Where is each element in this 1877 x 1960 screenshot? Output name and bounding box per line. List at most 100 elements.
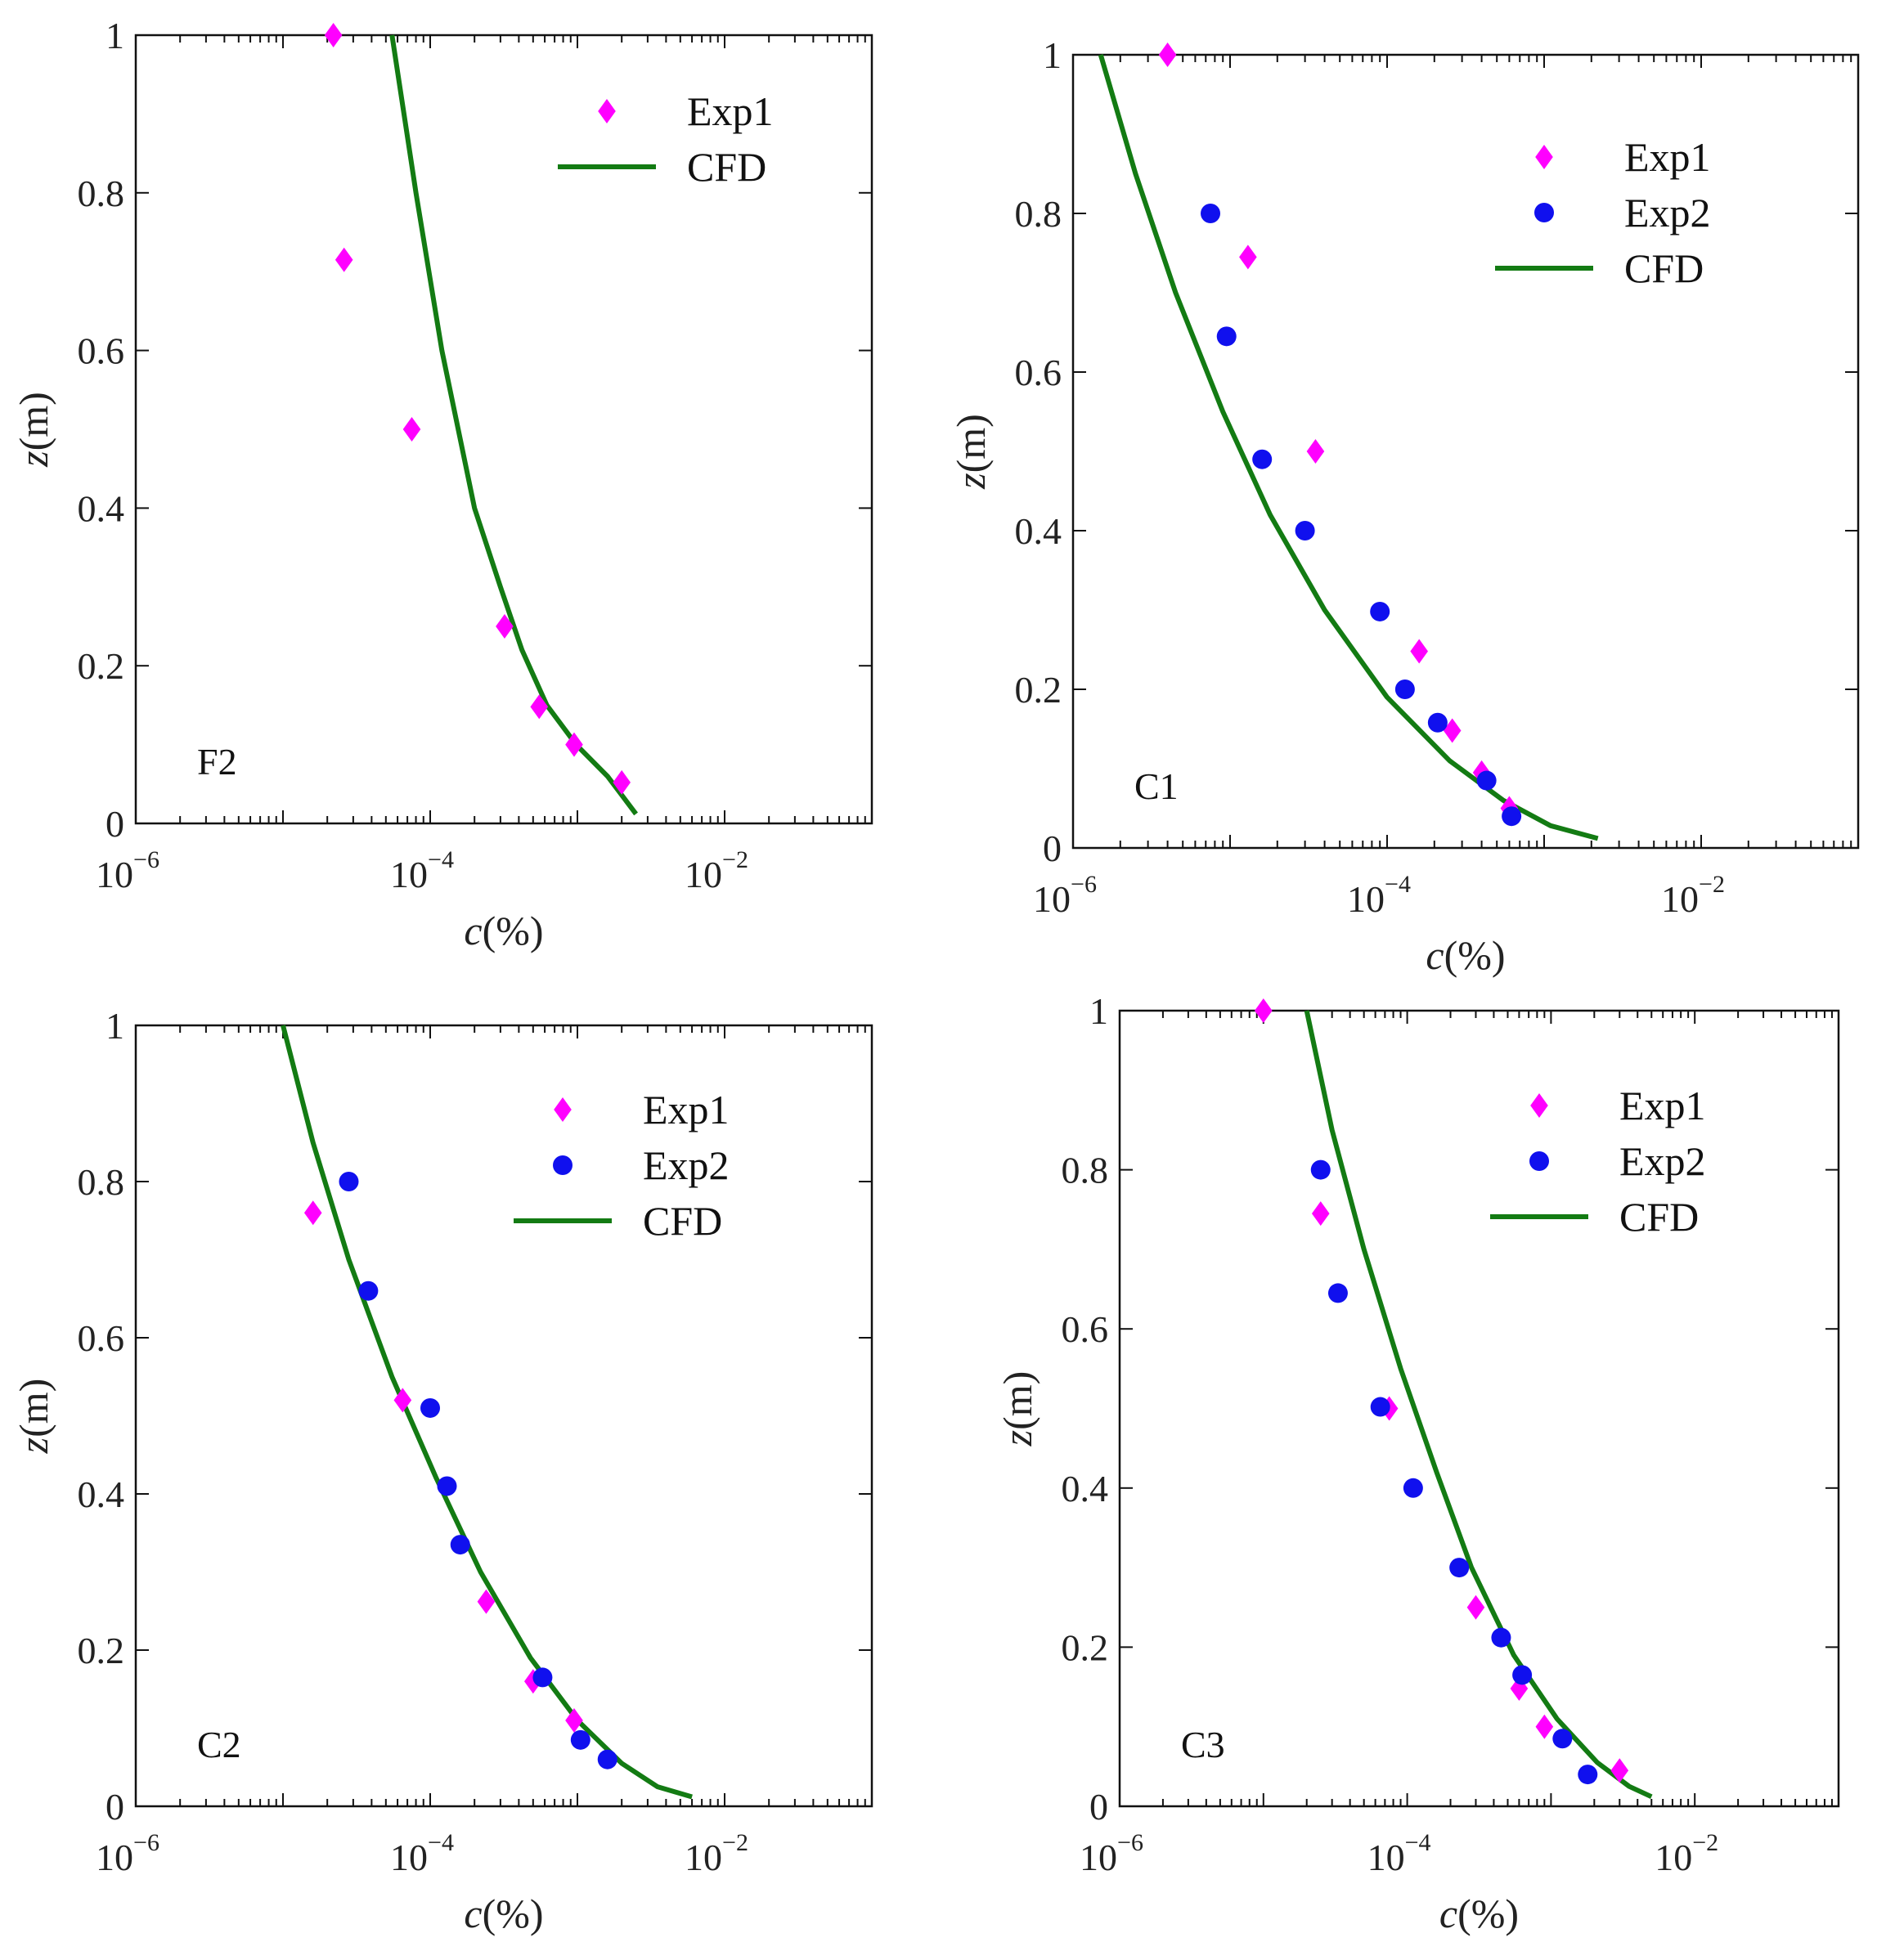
cfd-line [389,34,638,816]
x-tick-label: 10−4 [1347,871,1411,920]
legend: Exp1 Exp2 CFD [1490,1083,1706,1240]
legend-label: CFD [1619,1194,1699,1240]
legend-label: Exp1 [643,1087,730,1132]
legend-label: Exp1 [687,88,774,134]
exp1-point [1311,1201,1330,1227]
exp1-point [530,694,549,720]
exp2-point [1370,601,1390,621]
y-tick-label: 0.8 [1015,193,1062,235]
exp1-point [303,1200,322,1226]
x-tick-label: 10−2 [685,1829,748,1878]
exp2-point [1370,1397,1390,1417]
exp2-point [1252,449,1273,469]
x-tick-label: 10−6 [1080,1829,1143,1878]
y-tick-label: 0 [106,803,124,845]
y-tick-label: 0.4 [1062,1468,1109,1509]
exp2-point [597,1749,617,1769]
exp1-point [613,769,631,795]
y-tick-label: 0.6 [78,1317,125,1359]
exp2-point [570,1729,590,1750]
x-axis-label: c(%) [1439,1890,1519,1936]
y-tick-label: 1 [106,15,124,56]
x-tick-label: 10−4 [390,846,454,895]
cfd-line [281,1025,693,1800]
exp2-point [1327,1283,1348,1303]
y-axis-label: z(m) [995,1371,1040,1447]
panel-c2: 10−6 10−4 10−2 0 0.2 0.4 0.6 0.8 1 c(%) z(m) C2 Exp1… [11,1005,873,1936]
exp1-point [393,1388,412,1413]
y-tick-label: 0.4 [78,1473,125,1515]
legend-marker-exp1 [1530,1093,1548,1118]
panel-label: F2 [197,741,237,783]
legend-label: Exp1 [1624,134,1711,180]
y-axis-label: z(m) [11,392,56,468]
y-tick-label: 0.6 [1062,1308,1109,1350]
y-tick-label: 0.6 [78,330,125,372]
panel-label: C1 [1134,765,1179,807]
y-tick-label: 1 [106,1005,124,1047]
legend-marker-exp1 [1535,145,1553,169]
legend: Exp1 Exp2 CFD [514,1087,730,1244]
exp2-point [1578,1765,1598,1785]
y-tick-label: 0.6 [1015,352,1062,393]
legend-label: Exp1 [1619,1083,1706,1128]
x-tick-label: 10−4 [390,1829,454,1878]
y-tick-label: 0.8 [78,173,125,214]
y-tick-label: 0.2 [78,1630,125,1671]
exp1-point [1610,1758,1629,1783]
x-tick-label: 10−6 [96,846,159,895]
exp1-point [324,23,343,47]
exp1-point [1443,718,1462,743]
panel-label: C2 [197,1724,241,1765]
legend-marker-exp1 [554,1097,572,1122]
y-tick-label: 1 [1089,990,1108,1032]
x-tick-label: 10−2 [685,846,748,895]
exp2-point [1476,770,1497,791]
exp2-point [1502,806,1522,827]
y-tick-label: 0 [1089,1786,1108,1828]
exp1-point [335,247,353,272]
plot-frame [134,1024,873,1808]
exp2-point [1449,1558,1470,1578]
exp2-point [358,1281,379,1301]
y-tick-label: 0 [106,1786,124,1828]
legend-label: CFD [1624,245,1704,291]
plot-frame [1118,1009,1840,1808]
cfd-line [1304,1010,1653,1800]
y-tick-label: 0.4 [1015,510,1062,552]
y-tick-label: 1 [1043,34,1062,76]
y-tick-label: 0.2 [1015,669,1062,711]
x-tick-label: 10−6 [96,1829,159,1878]
legend-label: Exp2 [1624,190,1711,235]
x-axis-label: c(%) [1426,932,1505,978]
legend-marker-exp2 [1529,1151,1549,1171]
panel-label: C3 [1181,1724,1225,1765]
legend-label: CFD [687,144,766,190]
y-tick-label: 0.2 [1062,1626,1109,1668]
x-axis-label: c(%) [464,908,543,953]
legend-label: Exp2 [1619,1138,1706,1184]
legend: Exp1 Exp2 CFD [1495,134,1711,291]
y-tick-label: 0.8 [1062,1150,1109,1191]
exp2-point [1403,1478,1423,1498]
exp1-point [1255,998,1273,1023]
x-tick-label: 10−4 [1367,1829,1431,1878]
exp2-point [1552,1729,1573,1749]
legend-marker-exp2 [553,1155,573,1175]
exp2-point [420,1397,440,1418]
y-axis-label: z(m) [11,1379,56,1455]
exp1-point [1535,1714,1554,1739]
exp2-point [1216,326,1237,347]
y-tick-label: 0.8 [78,1161,125,1203]
exp2-point [437,1476,457,1496]
panel-c3: 10−6 10−4 10−2 0 0.2 0.4 0.6 0.8 1 c(%) z(m) C3 Exp1… [995,990,1840,1936]
exp2-point [1201,204,1221,223]
x-axis-label: c(%) [464,1890,543,1936]
x-tick-label: 10−2 [1661,871,1725,920]
legend-marker-exp1 [598,99,616,123]
plot-frame [134,34,873,825]
plot-frame [1071,53,1860,850]
exp1-point [477,1589,496,1614]
exp2-point [532,1667,553,1688]
